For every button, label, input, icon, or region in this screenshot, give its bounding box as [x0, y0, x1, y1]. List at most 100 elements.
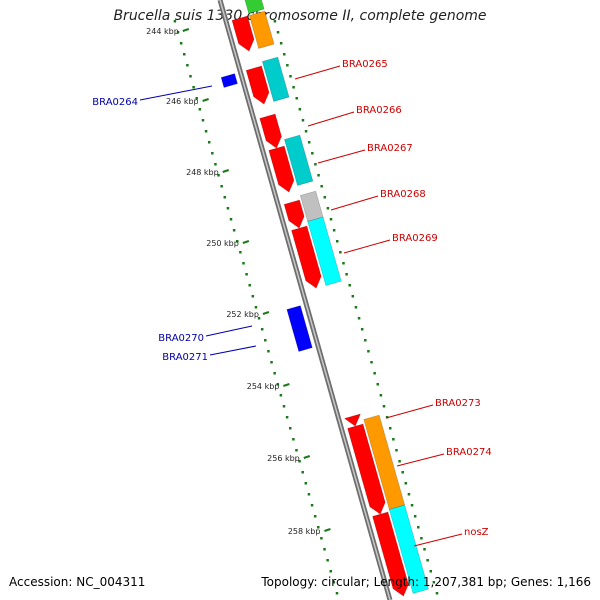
gc-dot-left — [304, 482, 308, 485]
forward-cds-5 — [283, 199, 305, 229]
tick-label-4: 250 kbp — [206, 239, 239, 248]
accession-text: Accession: NC_004311 — [9, 575, 146, 589]
gc-dot-right — [326, 207, 330, 210]
gc-dot-left — [198, 108, 202, 111]
gc-dot-right — [276, 31, 280, 34]
outer-feature-4 — [284, 134, 314, 186]
gc-dot-right — [413, 515, 417, 518]
gc-dot-right — [279, 42, 283, 45]
gc-dot-left — [260, 328, 264, 331]
gc-dot-right — [423, 548, 426, 551]
gc-dot-left — [301, 471, 304, 474]
backbone — [217, 0, 393, 600]
gc-dot-right — [379, 394, 383, 397]
label-leader — [385, 404, 434, 419]
forward-cds-6 — [291, 225, 322, 289]
label-leader — [205, 325, 253, 337]
reverse-cds-3 — [292, 327, 313, 352]
gene-labels: BRA0265 BRA0266 BRA0267 BRA0268 BRA0269 BRA02… — [92, 59, 492, 547]
gc-dot-right — [298, 108, 302, 111]
tick-label-1: 244 kbp — [146, 27, 179, 36]
gc-dot-left — [332, 581, 336, 584]
tick-label-7: 256 kbp — [267, 454, 300, 463]
gene-label-bra0270: BRA0270 — [158, 333, 204, 344]
backbone-highlight — [219, 0, 391, 600]
gc-dot-left — [335, 592, 339, 595]
gene-label-nosz: nosZ — [464, 527, 489, 538]
tick-label-8: 258 kbp — [288, 527, 321, 536]
gc-dot-right — [286, 64, 289, 67]
genome-summary-text: Topology: circular; Length: 1,207,381 bp… — [261, 575, 591, 589]
tick-mark — [222, 169, 230, 173]
gene-label-bra0267: BRA0267 — [367, 143, 413, 154]
gc-dot-left — [239, 251, 242, 254]
forward-cds-7 — [344, 413, 361, 427]
gc-dot-right — [376, 383, 380, 386]
gc-dot-left — [242, 262, 245, 265]
label-leader — [413, 533, 463, 547]
gc-dot-left — [310, 504, 314, 507]
map-title: Brucella suis 1330 chromosome II, comple… — [113, 8, 487, 24]
gc-dot-left — [183, 53, 186, 56]
gc-dot-left — [273, 372, 276, 375]
gc-dot-right — [314, 163, 317, 166]
label-leader — [317, 149, 366, 164]
gc-dot-right — [426, 559, 429, 562]
gc-dot-right — [429, 570, 432, 573]
gc-dot-left — [282, 405, 286, 408]
gc-dot-right — [432, 581, 436, 584]
gc-dot-right — [360, 328, 364, 331]
gc-dot-left — [267, 350, 270, 353]
gc-dot-right — [392, 438, 395, 441]
gc-dot-left — [313, 515, 317, 518]
gene-label-bra0264: BRA0264 — [92, 97, 138, 108]
gc-dot-left — [285, 416, 289, 419]
label-leader — [209, 345, 257, 356]
gc-dot-left — [326, 559, 329, 562]
outer-feature-1 — [244, 0, 265, 14]
reverse-cds-1 — [220, 73, 238, 88]
gc-dot-left — [292, 438, 295, 441]
gc-dot-right — [388, 427, 392, 430]
gc-dot-right — [404, 482, 408, 485]
gc-dot-right — [401, 471, 404, 474]
gc-dot-right — [329, 218, 333, 221]
gc-dot-left — [179, 42, 183, 45]
tick-mark — [242, 240, 250, 244]
outer-feature-6 — [307, 216, 342, 286]
gc-dot-right — [273, 20, 277, 23]
label-leader — [294, 65, 341, 80]
gc-content-dots — [173, 20, 439, 595]
tick-mark — [283, 383, 290, 387]
tick-label-6: 254 kbp — [247, 382, 280, 391]
gc-dot-left — [201, 119, 205, 122]
tick-mark — [324, 528, 331, 532]
gc-dot-left — [279, 394, 283, 397]
gc-dot-left — [264, 339, 267, 342]
feature-track — [220, 0, 429, 597]
gc-dot-left — [195, 97, 198, 100]
gc-dot-right — [420, 537, 423, 540]
gc-dot-right — [295, 97, 298, 100]
gene-label-bra0268: BRA0268 — [380, 189, 426, 200]
gc-dot-left — [220, 185, 223, 188]
forward-cds-4 — [268, 145, 295, 193]
gc-dot-right — [311, 152, 314, 155]
gene-label-bra0271: BRA0271 — [162, 352, 208, 363]
forward-cds-8 — [347, 423, 386, 515]
gc-dot-right — [332, 229, 336, 232]
gc-dot-left — [307, 493, 311, 496]
label-leader — [343, 239, 391, 254]
gc-dot-left — [192, 86, 195, 89]
gc-dot-right — [398, 460, 401, 463]
gc-dot-left — [317, 526, 320, 529]
gc-dot-left — [189, 75, 192, 78]
tick-labels: 244 kbp 246 kbp 248 kbp 250 kbp 252 kbp 254 k… — [146, 27, 331, 536]
gc-dot-left — [173, 20, 177, 23]
gc-dot-left — [320, 537, 323, 540]
tick-label-3: 248 kbp — [186, 168, 219, 177]
gc-dot-left — [226, 207, 230, 210]
gc-dot-left — [211, 152, 214, 155]
gc-dot-right — [395, 449, 398, 452]
gc-dot-left — [257, 317, 261, 320]
